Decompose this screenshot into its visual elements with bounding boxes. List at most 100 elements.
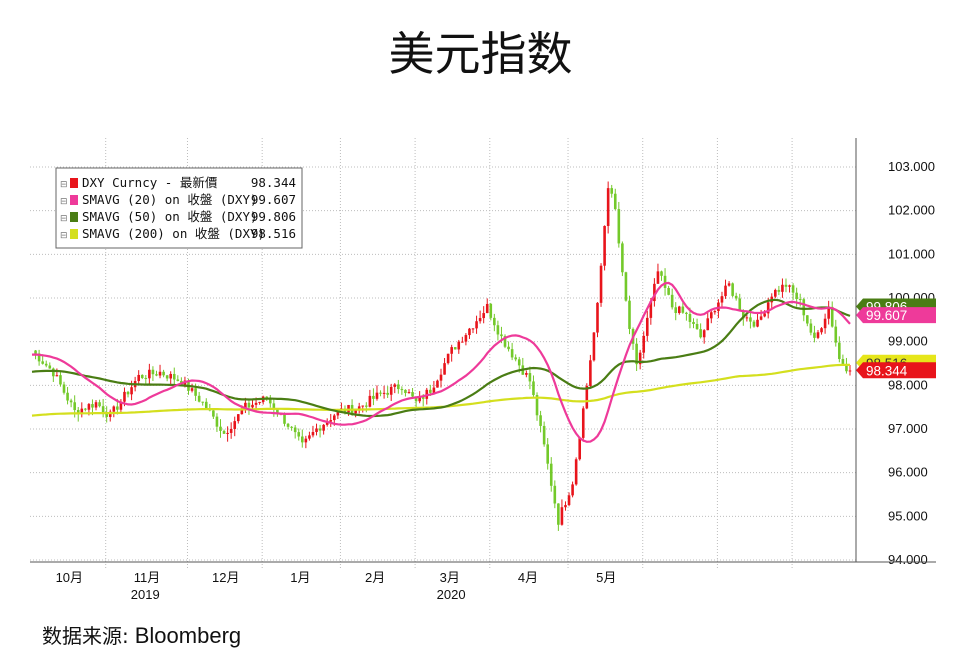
candle-body — [727, 283, 731, 286]
candle-body — [777, 289, 781, 292]
candle-body — [112, 406, 116, 412]
candle-body — [123, 391, 126, 402]
candle-body — [48, 365, 52, 369]
candle-body — [745, 317, 749, 319]
candle-body — [539, 415, 542, 426]
candle-body — [475, 321, 478, 329]
legend-value: 99.806 — [251, 209, 296, 224]
candle-body — [290, 426, 293, 428]
candle-body — [695, 323, 699, 330]
candle-body — [165, 375, 169, 379]
candle-body — [542, 425, 546, 445]
candle-body — [713, 311, 717, 313]
candle-body — [564, 505, 567, 508]
candle-body — [162, 371, 165, 376]
candle-body — [720, 296, 724, 303]
candle-body — [389, 386, 393, 395]
candle-body — [752, 321, 756, 327]
x-tick-label: 1月 — [290, 570, 310, 585]
x-tick-label: 2月 — [365, 570, 385, 585]
candle-body — [581, 408, 585, 438]
candle-body — [517, 359, 521, 366]
y-tick-label: 96.000 — [888, 465, 928, 480]
candle-body — [297, 432, 301, 437]
candle-body — [834, 326, 838, 343]
source-note: 数据来源: Bloomberg — [42, 620, 241, 649]
candle-body — [642, 335, 646, 353]
candle-body — [204, 401, 208, 409]
candle-body — [606, 188, 610, 226]
candle-body — [148, 369, 151, 379]
candle-body — [119, 401, 123, 410]
candle-body — [94, 402, 98, 408]
legend-swatch — [70, 178, 78, 188]
candle-body — [84, 408, 87, 410]
candle-body — [311, 432, 315, 436]
candle-body — [756, 319, 759, 327]
legend-label: SMAVG (50) on 收盤 (DXY) — [82, 209, 258, 224]
candle-body — [603, 225, 606, 266]
candle-body — [436, 380, 439, 388]
candle-body — [457, 341, 461, 350]
candle-body — [126, 391, 130, 395]
x-tick-label: 11月 — [134, 570, 161, 585]
candle-body — [397, 384, 400, 390]
x-tick-label: 5月 — [596, 570, 616, 585]
candle-body — [308, 435, 311, 439]
candle-body — [816, 332, 820, 338]
candle-body — [219, 426, 222, 431]
candle-body — [670, 294, 674, 308]
candle-body — [439, 374, 443, 381]
candle-body — [91, 404, 94, 408]
candle-body — [553, 485, 557, 504]
last-value-tag: 99.607 — [856, 307, 936, 324]
candle-body — [763, 313, 766, 317]
candle-body — [244, 402, 247, 411]
candle-body — [357, 406, 361, 410]
candle-body — [628, 300, 631, 329]
candle-body — [197, 395, 201, 402]
candle-body — [653, 283, 656, 302]
year-label: 2020 — [437, 587, 466, 602]
tag-value: 99.607 — [866, 308, 907, 323]
candle-body — [41, 361, 44, 364]
candle-body — [318, 428, 322, 431]
y-tick-label: 101.000 — [888, 246, 935, 261]
candle-body — [233, 421, 237, 429]
candle-body — [407, 392, 411, 394]
candle-body — [731, 283, 734, 296]
candle-body — [418, 395, 421, 402]
candle-body — [742, 311, 745, 319]
candle-body — [446, 353, 450, 364]
dxy-chart: 94.00095.00096.00097.00098.00099.000100.… — [24, 130, 961, 610]
x-tick-label: 3月 — [440, 570, 460, 585]
candle-body — [322, 424, 325, 431]
candle-body — [838, 342, 841, 360]
candle-body — [34, 350, 37, 354]
candle-body — [528, 373, 532, 382]
legend-label: SMAVG (20) on 收盤 (DXY) — [82, 192, 258, 207]
candle-body — [660, 271, 663, 276]
candle-body — [738, 298, 742, 312]
candle-body — [699, 329, 702, 338]
candle-body — [649, 301, 653, 318]
candle-body — [215, 416, 219, 427]
candle-body — [247, 402, 251, 408]
candle-body — [108, 411, 112, 417]
legend: ⊟ DXY Curncy - 最新價 98.344 ⊟ SMAVG (20) on 收盤… — [55, 167, 303, 249]
candle-body — [635, 343, 638, 365]
candle-body — [532, 381, 535, 396]
tag-shape — [856, 307, 936, 324]
legend-value: 98.344 — [251, 175, 296, 190]
candle-body — [485, 303, 489, 314]
legend-swatch — [70, 212, 78, 222]
candle-body — [482, 313, 485, 319]
candle-body — [820, 328, 823, 333]
y-tick-label: 98.000 — [888, 377, 928, 392]
candle-body — [496, 325, 500, 335]
candle-body — [809, 323, 813, 333]
candle-body — [560, 507, 564, 525]
candle-body — [827, 306, 830, 319]
candle-body — [87, 404, 91, 410]
